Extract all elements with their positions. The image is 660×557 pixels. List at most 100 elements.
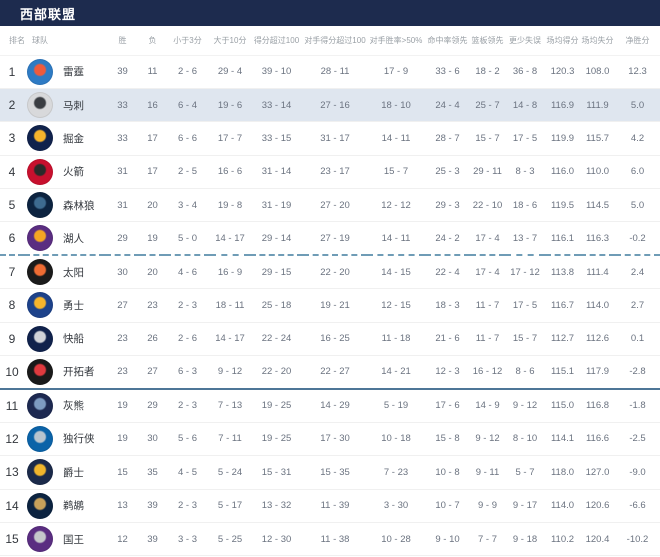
table-row[interactable]: 9 快船 23 26 2 - 6 14 - 17 22 - 24 16 - 25…	[0, 322, 660, 356]
col-header-team: 球队	[24, 26, 105, 56]
team-logo-icon	[27, 459, 53, 486]
table-row[interactable]: 3 掘金 33 17 6 - 6 17 - 7 33 - 15 31 - 17 …	[0, 121, 660, 156]
team-logo-icon	[27, 225, 53, 252]
table-row[interactable]: 1 雷霆 39 11 2 - 6 29 - 4 39 - 10 28 - 11 …	[0, 55, 660, 89]
stat-oppg: 116.8	[585, 400, 610, 412]
stat-opp-win50: 10 - 28	[381, 533, 411, 545]
team-name: 森林狼	[63, 199, 95, 212]
stat-opp-win50: 17 - 9	[383, 66, 409, 78]
stat-reb-lead: 15 - 7	[475, 132, 500, 144]
stat-reb-lead: 17 - 4	[475, 232, 500, 244]
stat-opp-win50: 12 - 15	[381, 299, 411, 311]
stat-fg-lead: 24 - 4	[435, 99, 460, 111]
col-header-rank: 排名	[0, 26, 24, 56]
stat-ppg: 119.5	[550, 199, 575, 211]
stat-fewer-to: 8 - 10	[512, 433, 538, 445]
stat-score-over100: 31 - 19	[261, 199, 292, 211]
stat-oppg: 111.4	[586, 266, 609, 278]
table-row[interactable]: 13 爵士 15 35 4 - 5 5 - 24 15 - 31 15 - 35…	[0, 455, 660, 490]
stat-fewer-to: 17 - 5	[512, 132, 538, 144]
stat-wins: 29	[117, 232, 128, 244]
team-rank: 10	[5, 364, 19, 379]
table-row[interactable]: 14 鹈鹕 13 39 2 - 3 5 - 17 13 - 32 11 - 39…	[0, 489, 660, 523]
stat-under3: 5 - 0	[177, 232, 197, 244]
stat-opp-over100: 28 - 11	[320, 66, 350, 78]
stat-wins: 33	[117, 99, 128, 111]
stat-losses: 23	[147, 299, 158, 311]
stat-wins: 39	[117, 66, 128, 78]
stat-fg-lead: 15 - 8	[435, 433, 460, 445]
table-row[interactable]: 15 国王 12 39 3 - 3 5 - 25 12 - 30 11 - 38…	[0, 522, 660, 556]
stat-fg-lead: 21 - 6	[435, 333, 460, 345]
team-rank: 4	[8, 164, 16, 179]
stat-opp-over100: 31 - 17	[320, 132, 350, 144]
stat-losses: 26	[147, 333, 158, 345]
stat-wins: 13	[117, 500, 128, 512]
table-row[interactable]: 6 湖人 29 19 5 - 0 14 - 17 29 - 14 27 - 19…	[0, 221, 660, 256]
stat-score-over100: 22 - 20	[261, 366, 292, 378]
team-name: 爵士	[63, 466, 84, 479]
stat-over10: 29 - 4	[217, 66, 243, 78]
stat-losses: 16	[147, 99, 158, 111]
stat-fg-lead: 33 - 6	[435, 66, 460, 78]
stat-opp-win50: 14 - 11	[381, 132, 411, 144]
team-logo-icon	[27, 292, 53, 319]
table-row[interactable]: 7 太阳 30 20 4 - 6 16 - 9 29 - 15 22 - 20 …	[0, 255, 660, 289]
table-row[interactable]: 2 马刺 33 16 6 - 4 19 - 6 33 - 14 27 - 16 …	[0, 88, 660, 122]
stat-fewer-to: 17 - 5	[512, 299, 538, 311]
stat-ppg: 115.1	[550, 366, 575, 378]
standings-body: 1 雷霆 39 11 2 - 6 29 - 4 39 - 10 28 - 11 …	[0, 55, 660, 556]
stat-opp-win50: 10 - 18	[381, 433, 411, 445]
team-cell: 开拓者	[24, 358, 105, 385]
team-cell: 爵士	[24, 459, 105, 486]
table-row[interactable]: 10 开拓者 23 27 6 - 3 9 - 12 22 - 20 22 - 2…	[0, 355, 660, 389]
stat-losses: 20	[147, 266, 158, 278]
table-row[interactable]: 4 火箭 31 17 2 - 5 16 - 6 31 - 14 23 - 17 …	[0, 155, 660, 189]
stat-opp-over100: 27 - 16	[320, 99, 350, 111]
stat-losses: 39	[147, 500, 158, 512]
stat-fg-lead: 24 - 2	[435, 232, 460, 244]
column-header-row: 排名 球队 胜 负 小于3分 大于10分 得分超过100 对手得分超过100 对…	[0, 26, 660, 56]
stat-under3: 6 - 3	[177, 366, 197, 378]
stat-fewer-to: 8 - 3	[515, 166, 535, 178]
stat-opp-win50: 14 - 15	[381, 266, 411, 278]
team-logo-icon	[27, 58, 53, 85]
stat-opp-over100: 19 - 21	[320, 299, 350, 311]
stat-under3: 6 - 6	[177, 132, 197, 144]
stat-reb-lead: 11 - 7	[475, 333, 500, 345]
stat-over10: 16 - 6	[217, 166, 243, 178]
table-row[interactable]: 5 森林狼 31 20 3 - 4 19 - 8 31 - 19 27 - 20…	[0, 188, 660, 222]
table-row[interactable]: 11 灰熊 19 29 2 - 3 7 - 13 19 - 25 14 - 29…	[0, 388, 660, 423]
team-rank: 14	[5, 498, 19, 513]
stat-score-over100: 15 - 31	[261, 466, 292, 478]
stat-oppg: 114.5	[585, 199, 610, 211]
stat-losses: 29	[147, 400, 158, 412]
stat-diff: 5.0	[630, 99, 645, 111]
table-row[interactable]: 8 勇士 27 23 2 - 3 18 - 11 25 - 18 19 - 21…	[0, 288, 660, 323]
stat-opp-win50: 11 - 18	[381, 333, 411, 345]
col-header-opp-over100: 对手得分超过100	[303, 26, 367, 56]
team-cell: 马刺	[24, 92, 105, 119]
team-logo-icon	[27, 92, 53, 119]
stat-losses: 20	[147, 199, 158, 211]
stat-oppg: 120.4	[585, 533, 610, 545]
stat-under3: 4 - 5	[177, 466, 197, 478]
stat-diff: 0.1	[630, 333, 645, 345]
stat-fg-lead: 29 - 3	[435, 199, 460, 211]
stat-diff: 6.0	[630, 166, 645, 178]
stat-losses: 17	[147, 166, 158, 178]
stat-ppg: 110.2	[550, 533, 575, 545]
stat-wins: 23	[117, 366, 128, 378]
team-rank: 2	[8, 98, 16, 113]
stat-oppg: 114.0	[585, 299, 610, 311]
team-logo-icon	[27, 158, 53, 185]
stat-diff: 2.7	[630, 299, 645, 311]
stat-over10: 19 - 6	[217, 99, 243, 111]
stat-fewer-to: 9 - 18	[512, 533, 538, 545]
stat-opp-win50: 14 - 21	[381, 366, 411, 378]
col-header-opp-win50: 对手胜率>50%	[367, 26, 425, 56]
conference-title-bar: 西部联盟	[0, 0, 660, 26]
stat-under3: 2 - 3	[177, 299, 197, 311]
stat-ppg: 120.3	[550, 66, 575, 78]
table-row[interactable]: 12 独行侠 19 30 5 - 6 7 - 11 19 - 25 17 - 3…	[0, 422, 660, 456]
